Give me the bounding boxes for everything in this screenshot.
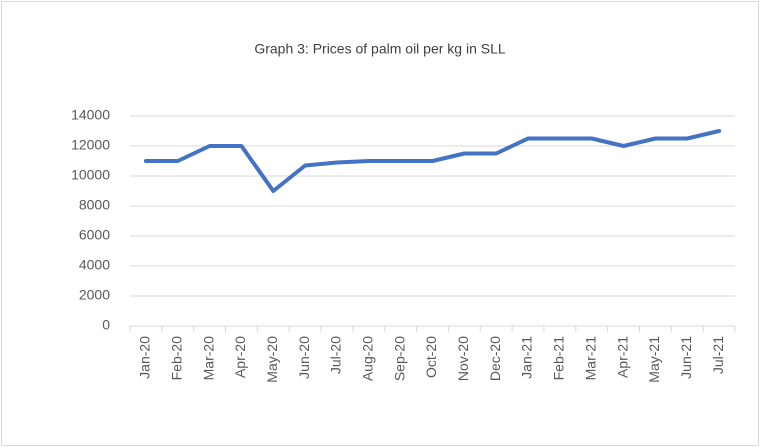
x-tick-label: Jun-21: [678, 336, 694, 379]
x-tick-label: Jun-20: [296, 336, 312, 379]
y-tick-label: 4000: [79, 257, 110, 273]
x-tick-label: Jul-21: [710, 336, 726, 374]
x-tick-label: Mar-20: [200, 336, 216, 381]
x-tick-label: May-20: [264, 336, 280, 383]
x-tick-label: Feb-20: [168, 336, 184, 381]
y-tick-label: 0: [102, 317, 110, 333]
y-tick-label: 14000: [71, 107, 110, 123]
y-tick-label: 8000: [79, 197, 110, 213]
x-tick-label: Feb-21: [551, 336, 567, 381]
y-tick-label: 2000: [79, 287, 110, 303]
x-tick-label: Aug-20: [360, 336, 376, 381]
line: [143, 129, 722, 193]
x-tick-label: Apr-21: [614, 336, 630, 378]
chart-title: Graph 3: Prices of palm oil per kg in SL…: [254, 41, 506, 57]
x-tick-label: Jul-20: [328, 336, 344, 374]
y-tick-label: 6000: [79, 227, 110, 243]
x-tick-label: May-21: [646, 336, 662, 383]
x-tick-label: Jan-21: [519, 336, 535, 379]
x-tick-label: Sep-20: [391, 336, 407, 381]
x-tick-label: Mar-21: [582, 336, 598, 381]
x-tick-label: Dec-20: [487, 336, 503, 381]
x-tick-label: Apr-20: [232, 336, 248, 378]
y-tick-label: 12000: [71, 137, 110, 153]
y-tick-label: 10000: [71, 167, 110, 183]
x-tick-label: Jan-20: [137, 336, 153, 379]
x-tick-label: Nov-20: [455, 336, 471, 381]
x-tick-label: Oct-20: [423, 336, 439, 378]
